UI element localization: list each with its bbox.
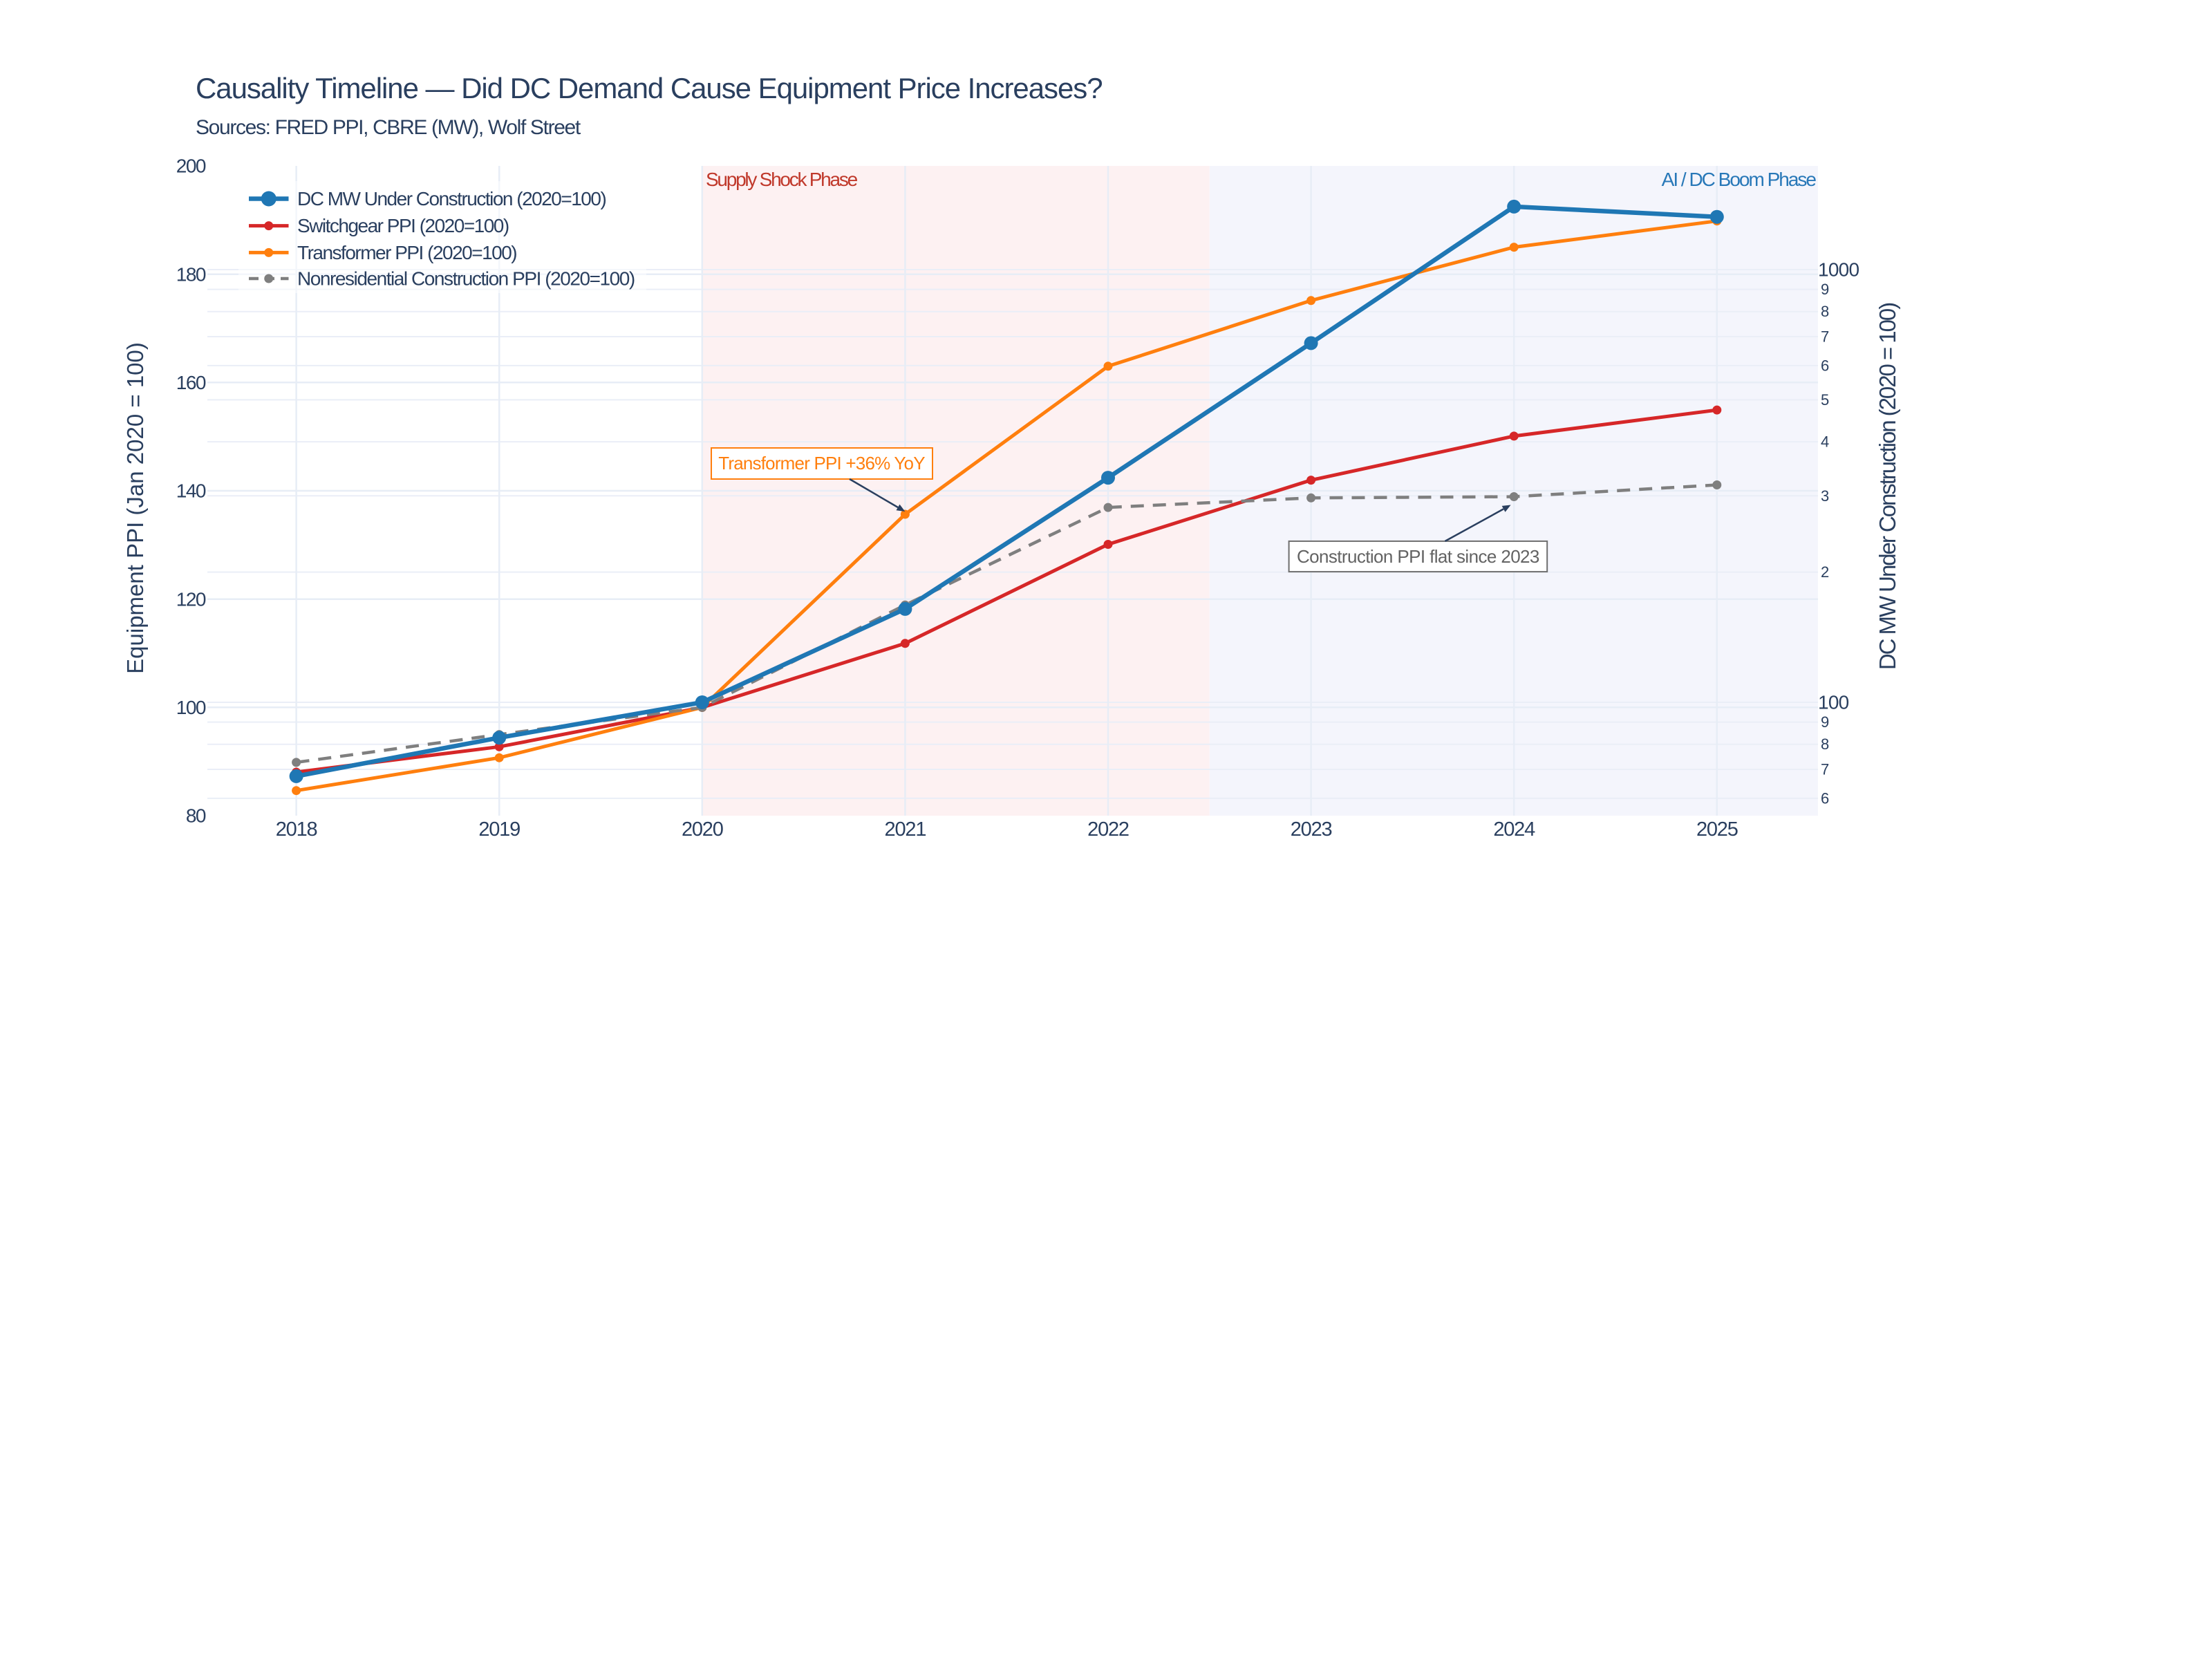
svg-text:Transformer PPI (2020=100): Transformer PPI (2020=100): [297, 242, 516, 263]
svg-text:5: 5: [1821, 391, 1829, 409]
svg-text:Construction PPI flat since 20: Construction PPI flat since 2023: [1297, 546, 1539, 567]
svg-text:180: 180: [176, 263, 206, 285]
svg-text:8: 8: [1821, 303, 1829, 320]
svg-text:AI / DC Boom Phase: AI / DC Boom Phase: [1662, 169, 1817, 190]
svg-text:160: 160: [176, 372, 206, 393]
svg-text:7: 7: [1821, 760, 1829, 778]
svg-text:8: 8: [1821, 735, 1829, 753]
svg-text:2021: 2021: [885, 818, 926, 841]
svg-text:2025: 2025: [1696, 818, 1738, 841]
svg-text:Causality Timeline — Did DC De: Causality Timeline — Did DC Demand Cause…: [196, 72, 1103, 104]
svg-text:4: 4: [1821, 433, 1829, 451]
svg-text:9: 9: [1821, 281, 1829, 298]
svg-text:120: 120: [176, 588, 206, 610]
svg-text:Supply Shock Phase: Supply Shock Phase: [706, 169, 858, 190]
svg-text:2: 2: [1821, 563, 1829, 581]
svg-text:1000: 1000: [1818, 259, 1859, 281]
svg-text:2024: 2024: [1493, 818, 1535, 841]
svg-text:2022: 2022: [1087, 818, 1129, 841]
svg-text:2023: 2023: [1291, 818, 1332, 841]
svg-text:DC MW Under Construction (2020: DC MW Under Construction (2020=100): [297, 188, 606, 209]
svg-text:6: 6: [1821, 789, 1829, 807]
svg-text:80: 80: [186, 805, 206, 827]
svg-text:140: 140: [176, 480, 206, 502]
svg-text:2020: 2020: [682, 818, 723, 841]
svg-text:100: 100: [1818, 692, 1849, 713]
svg-text:9: 9: [1821, 713, 1829, 731]
svg-text:DC MW Under Construction (2020: DC MW Under Construction (2020 = 100): [1875, 303, 1900, 670]
svg-text:3: 3: [1821, 487, 1829, 505]
svg-text:2018: 2018: [276, 818, 317, 841]
svg-text:100: 100: [176, 697, 206, 718]
svg-text:200: 200: [176, 156, 206, 177]
svg-text:6: 6: [1821, 357, 1829, 374]
svg-text:Equipment PPI (Jan 2020 = 100): Equipment PPI (Jan 2020 = 100): [122, 342, 148, 674]
svg-text:2019: 2019: [478, 818, 520, 841]
svg-text:Nonresidential Construction PP: Nonresidential Construction PPI (2020=10…: [297, 268, 635, 290]
svg-text:Transformer PPI +36% YoY: Transformer PPI +36% YoY: [718, 453, 925, 474]
svg-text:7: 7: [1821, 328, 1829, 345]
svg-text:Sources: FRED PPI, CBRE (MW),: Sources: FRED PPI, CBRE (MW), Wolf Stree…: [196, 116, 581, 139]
svg-text:Switchgear PPI (2020=100): Switchgear PPI (2020=100): [297, 215, 509, 236]
